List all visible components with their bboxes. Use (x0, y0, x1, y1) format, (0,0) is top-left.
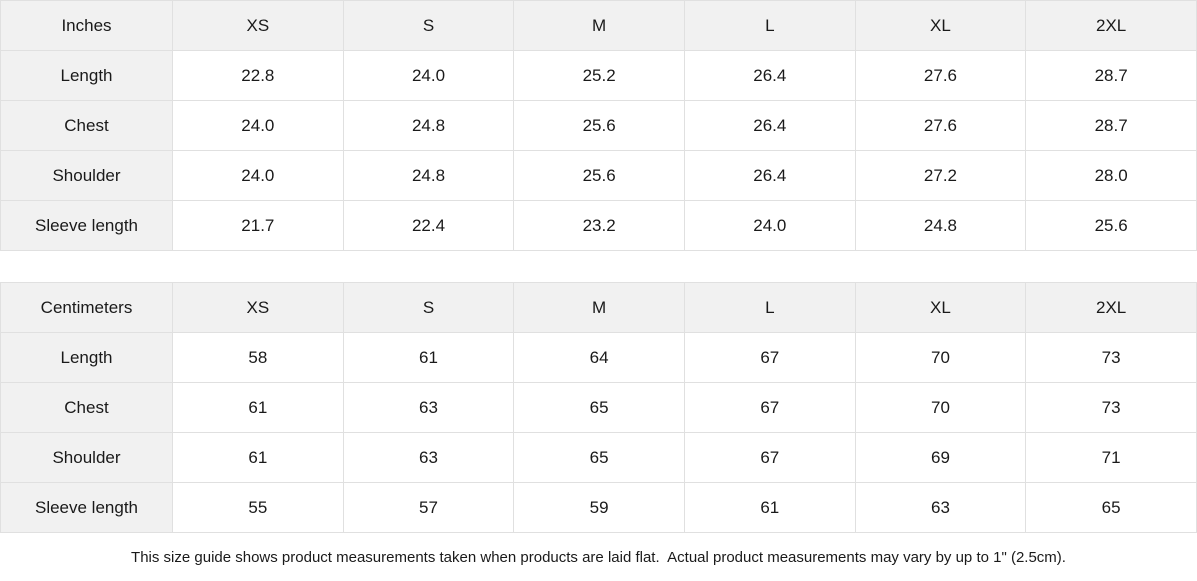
size-value-cell: 27.2 (854, 150, 1027, 201)
size-value-cell: 27.6 (854, 50, 1027, 101)
size-value-cell: 67 (683, 332, 856, 383)
row-label: Chest (0, 382, 173, 433)
size-value-cell: 25.2 (513, 50, 685, 101)
table-row-shoulder: Shoulder 61 63 65 67 69 71 (0, 432, 1197, 483)
size-value-cell: 61 (683, 482, 856, 533)
size-value-cell: 73 (1025, 382, 1197, 433)
size-value-cell: 59 (513, 482, 685, 533)
row-label: Shoulder (0, 432, 173, 483)
size-value-cell: 25.6 (513, 150, 685, 201)
size-value-cell: 57 (342, 482, 515, 533)
size-value-cell: 63 (342, 432, 515, 483)
table-row-length: Length 58 61 64 67 70 73 (0, 332, 1197, 383)
column-header-xl: XL (854, 0, 1027, 51)
column-header-l: L (683, 282, 856, 333)
table-row-chest: Chest 24.0 24.8 25.6 26.4 27.6 28.7 (0, 100, 1197, 151)
size-value-cell: 25.6 (1025, 200, 1197, 251)
size-value-cell: 24.8 (342, 150, 515, 201)
size-value-cell: 63 (342, 382, 515, 433)
row-label: Sleeve length (0, 482, 173, 533)
row-label: Chest (0, 100, 173, 151)
size-value-cell: 23.2 (513, 200, 685, 251)
size-value-cell: 24.0 (683, 200, 856, 251)
size-value-cell: 24.8 (854, 200, 1027, 251)
size-value-cell: 24.0 (342, 50, 515, 101)
table-row-length: Length 22.8 24.0 25.2 26.4 27.6 28.7 (0, 50, 1197, 101)
row-label: Length (0, 50, 173, 101)
size-value-cell: 69 (854, 432, 1027, 483)
size-value-cell: 65 (513, 382, 685, 433)
size-value-cell: 61 (172, 432, 344, 483)
table-row-chest: Chest 61 63 65 67 70 73 (0, 382, 1197, 433)
row-label: Length (0, 332, 173, 383)
column-header-s: S (342, 0, 515, 51)
row-label: Sleeve length (0, 200, 173, 251)
column-header-xs: XS (172, 282, 344, 333)
size-value-cell: 28.0 (1025, 150, 1197, 201)
column-header-xs: XS (172, 0, 344, 51)
unit-header-inches: Inches (0, 0, 173, 51)
column-header-2xl: 2XL (1025, 0, 1197, 51)
size-value-cell: 27.6 (854, 100, 1027, 151)
size-guide-disclaimer: This size guide shows product measuremen… (0, 533, 1197, 581)
size-value-cell: 67 (683, 382, 856, 433)
size-value-cell: 21.7 (172, 200, 344, 251)
table-row-sleeve-length: Sleeve length 55 57 59 61 63 65 (0, 482, 1197, 533)
size-table-inches: Inches XS S M L XL 2XL Length 22.8 24.0 … (0, 0, 1197, 251)
column-header-s: S (342, 282, 515, 333)
size-value-cell: 61 (172, 382, 344, 433)
table-header-row: Centimeters XS S M L XL 2XL (0, 282, 1197, 333)
column-header-m: M (513, 0, 685, 51)
size-value-cell: 61 (342, 332, 515, 383)
size-value-cell: 71 (1025, 432, 1197, 483)
size-value-cell: 65 (1025, 482, 1197, 533)
size-value-cell: 26.4 (683, 50, 856, 101)
size-value-cell: 63 (854, 482, 1027, 533)
size-value-cell: 25.6 (513, 100, 685, 151)
size-value-cell: 70 (854, 382, 1027, 433)
size-value-cell: 26.4 (683, 150, 856, 201)
size-value-cell: 24.0 (172, 150, 344, 201)
size-value-cell: 70 (854, 332, 1027, 383)
size-value-cell: 67 (683, 432, 856, 483)
size-value-cell: 22.8 (172, 50, 344, 101)
column-header-l: L (683, 0, 856, 51)
table-row-sleeve-length: Sleeve length 21.7 22.4 23.2 24.0 24.8 2… (0, 200, 1197, 251)
size-value-cell: 24.0 (172, 100, 344, 151)
size-value-cell: 65 (513, 432, 685, 483)
size-value-cell: 58 (172, 332, 344, 383)
table-header-row: Inches XS S M L XL 2XL (0, 0, 1197, 51)
size-value-cell: 28.7 (1025, 100, 1197, 151)
row-label: Shoulder (0, 150, 173, 201)
column-header-2xl: 2XL (1025, 282, 1197, 333)
size-value-cell: 26.4 (683, 100, 856, 151)
size-table-centimeters: Centimeters XS S M L XL 2XL Length 58 61… (0, 282, 1197, 533)
size-value-cell: 28.7 (1025, 50, 1197, 101)
size-value-cell: 64 (513, 332, 685, 383)
table-row-shoulder: Shoulder 24.0 24.8 25.6 26.4 27.2 28.0 (0, 150, 1197, 201)
unit-header-centimeters: Centimeters (0, 282, 173, 333)
table-gap (0, 251, 1197, 282)
size-value-cell: 55 (172, 482, 344, 533)
size-value-cell: 73 (1025, 332, 1197, 383)
column-header-xl: XL (854, 282, 1027, 333)
column-header-m: M (513, 282, 685, 333)
size-value-cell: 22.4 (342, 200, 515, 251)
size-value-cell: 24.8 (342, 100, 515, 151)
